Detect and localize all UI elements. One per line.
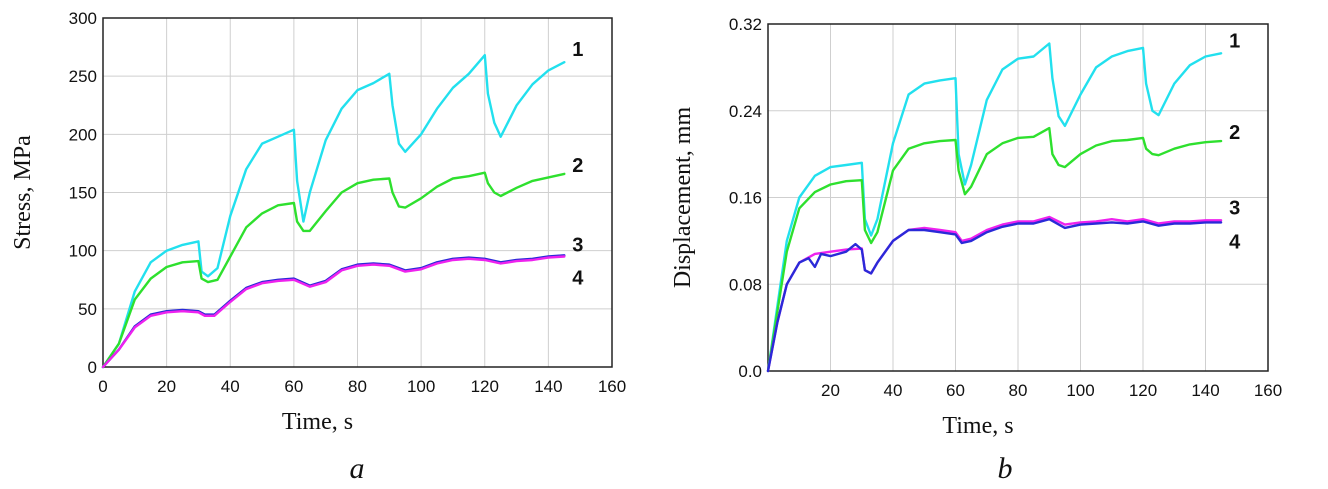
plot-area-frame [767, 23, 1269, 372]
x-tick-label: 80 [348, 377, 367, 396]
x-tick-label: 60 [284, 377, 303, 396]
x-tick-label: 20 [157, 377, 176, 396]
series-label-4: 4 [572, 267, 584, 289]
series-label-2: 2 [1229, 122, 1240, 144]
x-axis-title: Time, s [282, 409, 353, 435]
x-tick-label: 140 [534, 377, 562, 396]
series-line-4 [101, 255, 566, 369]
series-label-4: 4 [1229, 231, 1241, 253]
y-tick-label: 0 [88, 358, 97, 377]
x-tick-label: 160 [1254, 381, 1282, 400]
y-tick-label: 250 [69, 67, 97, 86]
y-tick-label: 0.32 [729, 15, 762, 34]
y-axis-title: Stress, MPa [10, 135, 36, 250]
y-axis-title: Displacement, mm [670, 107, 696, 289]
y-tick-label: 50 [78, 300, 97, 319]
y-tick-label: 0.0 [738, 362, 762, 381]
series-label-1: 1 [1229, 30, 1240, 52]
chart-panel-b: 20 40 60 80 100 120 140 160 0.0 0.08 0.16 0.24 0.32 T… [670, 15, 1282, 485]
y-tick-label: 200 [69, 125, 97, 144]
x-tick-label: 100 [1066, 381, 1094, 400]
y-tick-label: 0.08 [729, 275, 762, 294]
y-tick-label: 100 [69, 242, 97, 261]
series-line-1 [101, 54, 566, 369]
y-tick-label: 0.24 [729, 102, 762, 121]
y-tick-label: 0.16 [729, 189, 762, 208]
series-label-3: 3 [1229, 197, 1240, 219]
series-line-3 [766, 215, 1223, 373]
plot-area-frame [102, 17, 613, 368]
series-label-2: 2 [572, 155, 583, 177]
y-tick-label: 150 [69, 184, 97, 203]
x-tick-label: 40 [221, 377, 240, 396]
y-tick-label: 300 [69, 9, 97, 28]
x-tick-label: 20 [821, 381, 840, 400]
x-tick-label: 0 [98, 377, 107, 396]
x-tick-label: 120 [471, 377, 499, 396]
series-line-4 [766, 217, 1223, 373]
panel-label: a [350, 452, 365, 485]
panel-label: b [998, 452, 1013, 485]
series-line-2 [101, 171, 566, 369]
x-tick-label: 80 [1009, 381, 1028, 400]
x-tick-label: 160 [598, 377, 626, 396]
x-tick-label: 40 [884, 381, 903, 400]
series-line-2 [766, 126, 1223, 373]
series-line-1 [766, 42, 1223, 373]
x-tick-label: 140 [1191, 381, 1219, 400]
x-tick-label: 120 [1129, 381, 1157, 400]
x-axis-title: Time, s [942, 413, 1013, 439]
series-label-1: 1 [572, 39, 583, 61]
x-tick-label: 100 [407, 377, 435, 396]
series-label-3: 3 [572, 234, 583, 256]
chart-panel-a: 0 20 40 60 80 100 120 140 160 0 50 100 150 200 250 300 T… [10, 9, 626, 485]
x-tick-label: 60 [946, 381, 965, 400]
